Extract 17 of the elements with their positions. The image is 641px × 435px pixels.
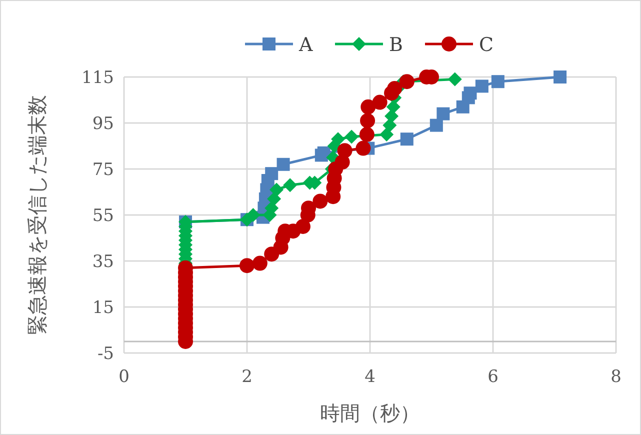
y-tick-label: 95: [92, 114, 114, 134]
y-tick-label: 15: [92, 298, 114, 318]
y-tick-label: 75: [92, 160, 114, 180]
legend-label: B: [389, 34, 403, 56]
y-axis-title: 緊急速報を受信した端末数: [25, 95, 49, 335]
y-tick-label: -5: [97, 344, 114, 364]
legend-label: A: [298, 34, 313, 56]
y-tick-label: 115: [82, 68, 114, 88]
x-axis-title: 時間（秒）: [320, 401, 420, 425]
legend-label: C: [479, 34, 494, 56]
x-tick-label: 2: [242, 367, 252, 387]
x-tick-label: 6: [488, 367, 498, 387]
x-tick-label: 8: [610, 367, 622, 387]
y-tick-label: 55: [92, 206, 114, 226]
x-tick-label: 4: [364, 367, 376, 387]
y-tick-label: 35: [92, 252, 114, 272]
x-tick-label: 0: [118, 367, 130, 387]
